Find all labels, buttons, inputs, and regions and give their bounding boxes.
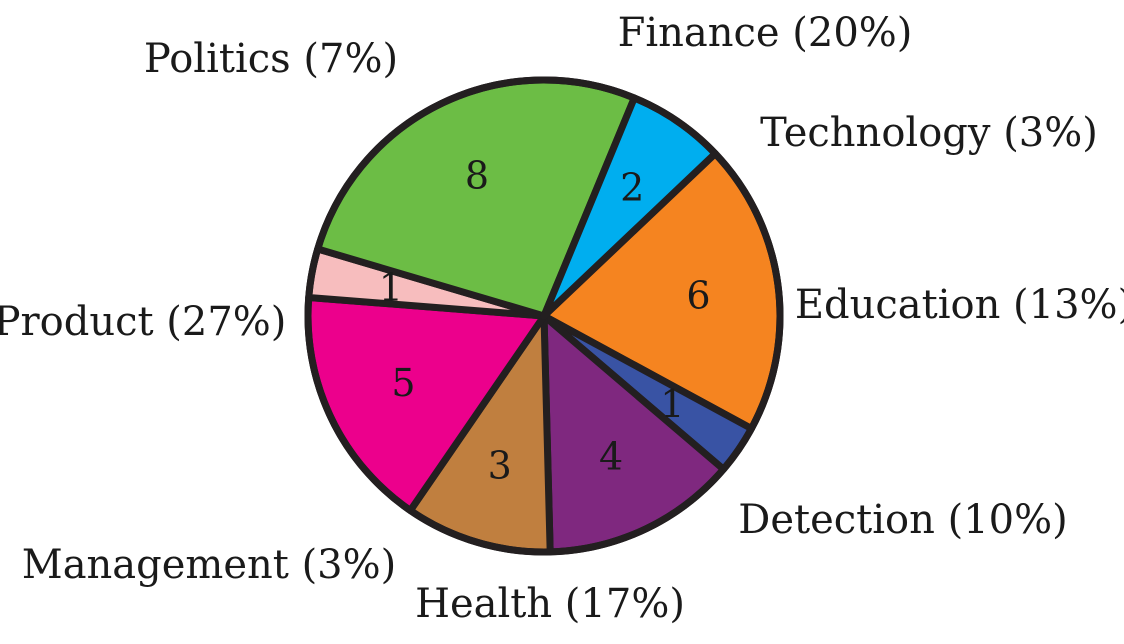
slice-label: Product (27%) (0, 299, 286, 345)
slice-label: Technology (3%) (760, 110, 1098, 156)
slice-value: 3 (488, 443, 512, 487)
slice-value: 2 (620, 166, 644, 210)
slice-label: Health (17%) (415, 581, 685, 627)
pie-outline (304, 76, 784, 556)
slice-value: 6 (686, 274, 710, 318)
pie-slices (304, 76, 784, 556)
slice-value: 5 (391, 361, 415, 405)
slice-label: Detection (10%) (738, 497, 1067, 543)
slice-label: Education (13%) (795, 282, 1124, 328)
slice-label: Finance (20%) (618, 10, 913, 56)
slice-value: 8 (465, 153, 489, 197)
slice-value: 1 (660, 382, 684, 426)
slice-value: 4 (599, 435, 623, 479)
slice-label: Management (3%) (22, 542, 397, 588)
slice-value: 1 (379, 266, 403, 310)
slice-category-labels: Finance (20%) Technology (3%) Education (1… (0, 10, 1124, 627)
slice-label: Politics (7%) (144, 36, 398, 82)
